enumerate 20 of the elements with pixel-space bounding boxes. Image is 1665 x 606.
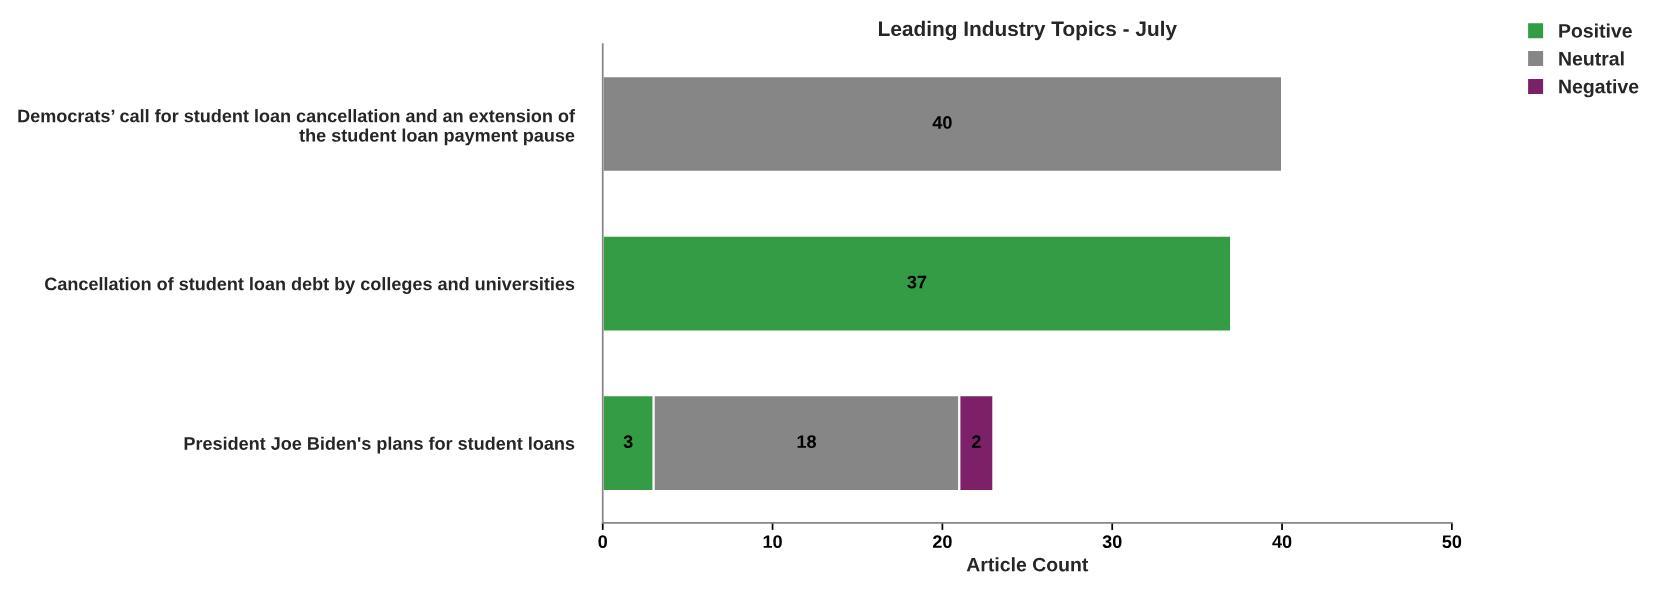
- data-label: 40: [932, 116, 952, 129]
- x-tick-label: 20: [932, 535, 952, 549]
- data-label: 3: [623, 435, 633, 449]
- x-tick-label: 10: [763, 535, 782, 549]
- y-tick-label: Democrats’ call for student loan cancellation and an extension of the student loan payment pause: [18, 109, 576, 146]
- data-label: 18: [797, 435, 817, 449]
- legend-label: Negative: [1559, 79, 1639, 98]
- x-tick-label: 50: [1442, 535, 1462, 549]
- y-tick-label: President Joe Biden's plans for student loans: [184, 436, 575, 454]
- x-tick-label: 30: [1102, 535, 1122, 549]
- legend-label: Positive: [1559, 23, 1632, 38]
- x-tick-label: 0: [598, 535, 608, 549]
- x-tick-label: 40: [1272, 535, 1292, 549]
- data-label: 2: [971, 435, 981, 448]
- x-axis-title: Article Count: [966, 557, 1089, 572]
- y-tick-label: Cancellation of student loan debt by colleges and universities: [45, 277, 575, 294]
- bar: [602, 234, 1233, 333]
- legend-label: Neutral: [1559, 51, 1624, 66]
- chart-title: Leading Industry Topics - July: [879, 20, 1177, 41]
- data-label: 37: [907, 275, 927, 289]
